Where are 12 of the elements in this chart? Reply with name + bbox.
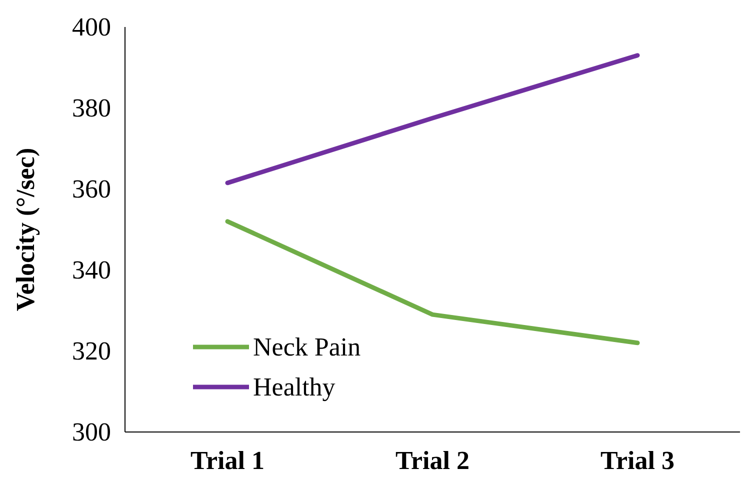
y-tick-label: 320 <box>72 336 111 366</box>
x-tick-label: Trial 3 <box>600 446 674 475</box>
y-tick-label: 340 <box>72 256 111 284</box>
y-tick-label: 380 <box>72 94 111 122</box>
legend-label: Healthy <box>253 372 336 402</box>
y-axis-title: Velocity (°/sec) <box>11 148 40 312</box>
y-tick-label: 400 <box>72 12 111 42</box>
y-tick-label: 360 <box>72 174 111 204</box>
y-tick-label: 300 <box>72 418 111 446</box>
legend-label: Neck Pain <box>253 332 361 362</box>
x-tick-label: Trial 1 <box>190 446 264 475</box>
x-tick-label: Trial 2 <box>396 446 470 475</box>
